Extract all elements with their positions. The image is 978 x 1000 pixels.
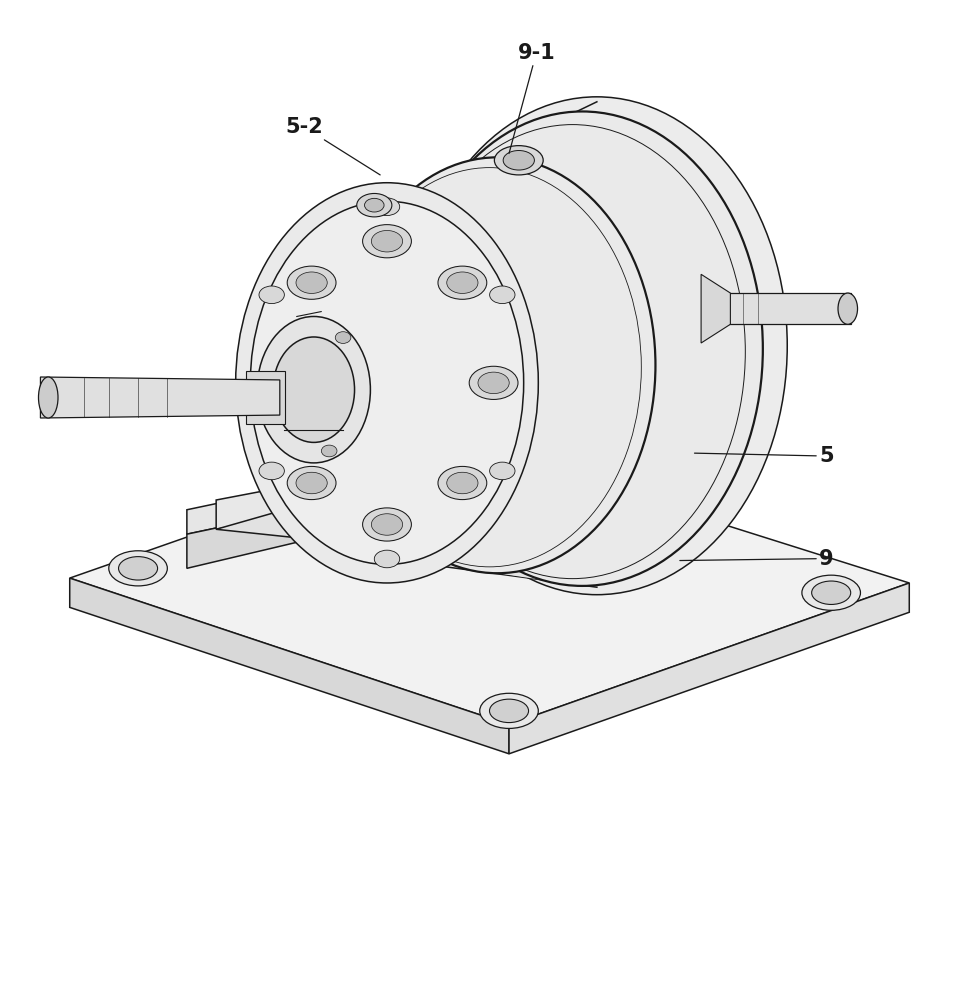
Ellipse shape <box>338 157 655 573</box>
Polygon shape <box>69 441 909 725</box>
Ellipse shape <box>362 508 411 541</box>
Ellipse shape <box>446 272 477 293</box>
Polygon shape <box>216 500 352 539</box>
Polygon shape <box>187 495 372 568</box>
Ellipse shape <box>250 201 523 564</box>
Ellipse shape <box>255 366 304 399</box>
Polygon shape <box>645 446 657 513</box>
Polygon shape <box>245 371 285 424</box>
Polygon shape <box>40 377 280 418</box>
Ellipse shape <box>811 581 850 604</box>
Polygon shape <box>538 471 713 534</box>
Ellipse shape <box>334 332 350 343</box>
Ellipse shape <box>371 514 402 535</box>
Polygon shape <box>187 471 372 534</box>
Polygon shape <box>386 102 597 587</box>
Polygon shape <box>518 480 684 539</box>
Polygon shape <box>216 461 421 529</box>
Ellipse shape <box>295 472 327 494</box>
Polygon shape <box>720 293 850 324</box>
Ellipse shape <box>477 372 509 394</box>
Polygon shape <box>700 274 730 343</box>
Ellipse shape <box>489 462 514 480</box>
Ellipse shape <box>257 316 370 463</box>
Ellipse shape <box>362 225 411 258</box>
Text: 5-2: 5-2 <box>285 117 379 175</box>
Ellipse shape <box>479 693 538 728</box>
Ellipse shape <box>446 472 477 494</box>
Ellipse shape <box>801 575 860 610</box>
Polygon shape <box>352 430 362 503</box>
Ellipse shape <box>453 475 476 488</box>
Polygon shape <box>684 480 698 515</box>
Ellipse shape <box>437 466 486 500</box>
Polygon shape <box>587 446 645 524</box>
Ellipse shape <box>837 293 857 324</box>
Ellipse shape <box>374 550 399 568</box>
Ellipse shape <box>468 366 517 399</box>
Ellipse shape <box>356 193 391 217</box>
Ellipse shape <box>364 198 383 212</box>
Ellipse shape <box>38 377 58 418</box>
Polygon shape <box>69 578 509 754</box>
Polygon shape <box>538 510 645 546</box>
Polygon shape <box>285 430 352 510</box>
Text: 9-1: 9-1 <box>509 43 555 153</box>
Ellipse shape <box>287 266 335 299</box>
Ellipse shape <box>437 266 486 299</box>
Ellipse shape <box>236 183 538 583</box>
Ellipse shape <box>287 466 335 500</box>
Ellipse shape <box>489 286 514 304</box>
Polygon shape <box>509 583 909 754</box>
Ellipse shape <box>489 699 528 723</box>
Ellipse shape <box>109 551 167 586</box>
Ellipse shape <box>374 198 399 216</box>
Ellipse shape <box>264 372 295 394</box>
Text: 5: 5 <box>693 446 832 466</box>
Text: 9: 9 <box>679 549 832 569</box>
Ellipse shape <box>321 445 336 457</box>
Ellipse shape <box>430 436 489 471</box>
Ellipse shape <box>256 384 272 396</box>
Polygon shape <box>518 502 684 573</box>
Ellipse shape <box>371 230 402 252</box>
Ellipse shape <box>295 272 327 293</box>
Ellipse shape <box>503 151 534 170</box>
Polygon shape <box>497 111 582 586</box>
Ellipse shape <box>259 286 284 304</box>
Ellipse shape <box>273 337 354 442</box>
Ellipse shape <box>406 97 786 595</box>
Polygon shape <box>587 446 645 490</box>
Ellipse shape <box>494 146 543 175</box>
Polygon shape <box>372 471 391 510</box>
Ellipse shape <box>401 111 762 586</box>
Polygon shape <box>285 430 352 474</box>
Ellipse shape <box>118 557 157 580</box>
Ellipse shape <box>259 462 284 480</box>
Ellipse shape <box>440 441 479 465</box>
